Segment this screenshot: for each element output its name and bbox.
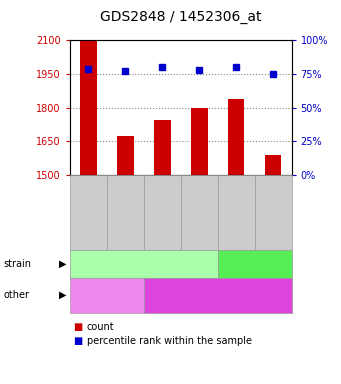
Text: ▶: ▶: [59, 290, 67, 300]
Text: ■: ■: [73, 322, 83, 332]
Text: ■: ■: [73, 336, 83, 346]
Text: GSM158362: GSM158362: [231, 183, 241, 242]
Bar: [265, 154, 281, 175]
Text: GSM158359: GSM158359: [157, 183, 167, 242]
Text: GSM158360: GSM158360: [120, 183, 130, 242]
Text: no functional
Notch1: no functional Notch1: [75, 284, 139, 306]
Text: GSM158363: GSM158363: [268, 183, 278, 242]
Text: strain: strain: [3, 258, 31, 269]
Text: GSM158361: GSM158361: [194, 183, 204, 242]
Text: count: count: [87, 322, 115, 332]
Text: transgenic: transgenic: [118, 258, 170, 269]
Text: percentile rank within the sample: percentile rank within the sample: [87, 336, 252, 346]
Text: functional Notch: functional Notch: [177, 290, 258, 300]
Text: GDS2848 / 1452306_at: GDS2848 / 1452306_at: [100, 10, 262, 24]
Bar: [228, 99, 244, 175]
Text: wild type: wild type: [232, 258, 277, 269]
Text: other: other: [3, 290, 29, 300]
Bar: [191, 108, 208, 175]
Bar: [80, 41, 97, 175]
Text: GSM158357: GSM158357: [84, 182, 93, 242]
Text: ▶: ▶: [59, 258, 67, 269]
Bar: [154, 120, 170, 175]
Bar: [117, 136, 134, 175]
